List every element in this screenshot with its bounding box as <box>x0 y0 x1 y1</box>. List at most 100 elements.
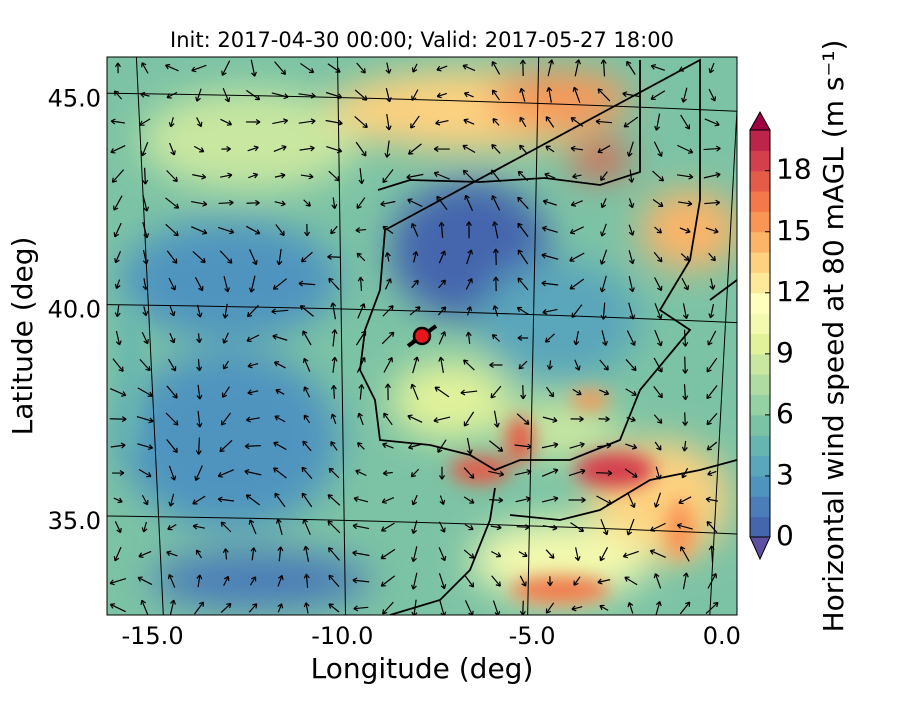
wind-arrow <box>570 145 584 152</box>
wind-arrow <box>597 88 611 102</box>
wind-arrow <box>382 442 394 449</box>
wind-arrow <box>328 603 340 613</box>
wind-arrow <box>545 386 555 398</box>
wind-arrow <box>111 169 125 183</box>
wind-arrow <box>113 222 122 238</box>
wind-arrow <box>272 467 287 479</box>
wind-arrow <box>303 386 311 398</box>
wind-arrow <box>708 88 717 102</box>
wind-arrow <box>222 360 229 370</box>
wind-arrow <box>221 145 231 152</box>
wind-arrow <box>600 223 607 237</box>
colorbar-band <box>750 394 770 416</box>
wind-arrow <box>356 252 366 262</box>
wind-arrow <box>356 356 366 373</box>
colorbar-band <box>750 414 770 436</box>
wind-arrow <box>649 549 666 559</box>
wind-arrow <box>248 275 256 293</box>
wind-arrow <box>650 64 665 71</box>
wind-arrow <box>165 63 179 72</box>
wind-arrow <box>196 410 203 428</box>
wind-arrow <box>301 492 313 508</box>
wind-arrow <box>677 144 694 154</box>
wind-arrow <box>109 603 126 613</box>
wind-arrow <box>703 145 721 152</box>
wind-arrow <box>653 141 663 157</box>
wind-arrow <box>355 141 367 157</box>
wind-arrow <box>191 64 207 73</box>
wind-arrow <box>491 550 502 558</box>
colorbar-band <box>750 272 770 294</box>
wind-arrow <box>520 385 527 400</box>
wind-arrow <box>517 196 529 210</box>
wind-arrow <box>166 385 178 399</box>
wind-arrow <box>352 577 370 584</box>
wind-arrow <box>433 171 450 180</box>
wind-arrow <box>599 249 608 265</box>
colorbar-label: Horizontal wind speed at 80 mAGL (m s⁻¹) <box>817 40 850 633</box>
wind-arrow <box>110 145 126 154</box>
y-tick-label: 35.0 <box>48 507 101 535</box>
wind-arrow <box>192 523 205 530</box>
wind-arrow <box>114 62 121 74</box>
wind-arrow <box>353 605 369 612</box>
wind-arrow <box>572 86 581 103</box>
wind-arrow <box>464 524 474 531</box>
wind-arrow <box>628 169 635 183</box>
wind-arrow <box>142 167 149 185</box>
wind-arrow <box>573 330 580 346</box>
wind-arrow <box>545 549 555 559</box>
wind-arrow <box>704 118 720 127</box>
wind-arrow <box>274 200 286 207</box>
wind-arrow <box>358 168 365 185</box>
wind-arrow <box>570 416 584 423</box>
wind-arrow <box>166 439 178 454</box>
wind-arrow <box>169 332 176 344</box>
wind-arrow <box>706 385 718 400</box>
wind-arrow <box>546 360 553 370</box>
wind-arrow <box>519 144 527 154</box>
wind-arrow <box>599 604 609 611</box>
wind-arrow <box>547 59 554 77</box>
wind-arrow <box>680 253 690 261</box>
wind-arrow <box>220 521 232 533</box>
wind-arrow <box>599 389 610 396</box>
wind-arrow <box>542 308 558 315</box>
wind-arrow <box>678 200 693 207</box>
wind-arrow <box>600 198 607 209</box>
wind-arrow <box>196 333 203 344</box>
wind-arrow <box>220 602 232 613</box>
wind-arrow <box>681 467 689 479</box>
parallel <box>107 92 737 112</box>
colorbar-band <box>750 211 770 233</box>
wind-arrow <box>272 333 288 341</box>
wind-arrow <box>300 251 313 263</box>
wind-arrow <box>165 412 179 426</box>
wind-arrow <box>139 358 151 372</box>
wind-arrow <box>356 62 366 74</box>
colorbar-under <box>749 536 771 561</box>
wind-arrow <box>652 199 664 208</box>
wind-arrow <box>682 572 689 590</box>
wind-arrow <box>489 361 503 368</box>
wind-arrow <box>438 547 447 562</box>
wind-arrow <box>517 170 529 182</box>
wind-arrow <box>196 384 203 400</box>
wind-arrow <box>109 578 127 586</box>
colorbar-tick-label: 0 <box>776 519 794 552</box>
wind-arrow <box>435 119 449 126</box>
wind-arrow <box>385 113 392 131</box>
wind-arrow <box>491 143 501 154</box>
wind-arrow <box>167 573 176 588</box>
wind-arrow <box>272 118 289 125</box>
wind-arrow <box>114 279 121 289</box>
wind-arrow <box>438 466 446 480</box>
colorbar-band <box>750 353 770 375</box>
wind-arrow <box>679 601 691 615</box>
y-tick-label: 45.0 <box>48 84 101 112</box>
wind-arrow <box>331 356 338 373</box>
wind-arrow <box>490 169 502 183</box>
wind-arrow <box>599 547 609 562</box>
wind-arrow <box>595 118 613 125</box>
wind-arrow <box>568 497 586 504</box>
